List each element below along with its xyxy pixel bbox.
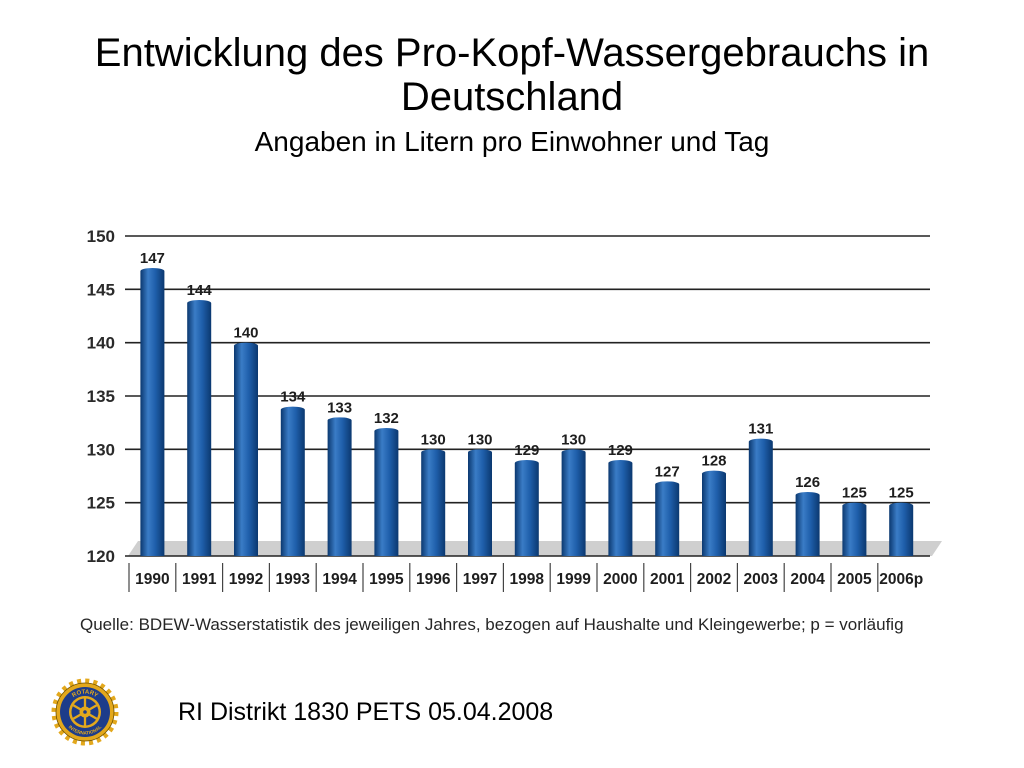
logo-lettering-top: ROTARY: [71, 689, 98, 699]
value-label-2003: 131: [748, 421, 773, 438]
x-tick-label-1996: 1996: [416, 571, 451, 588]
bar-chart: 120 125 130 135 140 145 150 147 144 140 134 133 132 1…: [87, 227, 942, 592]
y-tick-label-135: 135: [87, 387, 115, 406]
x-axis-layer: 1990 1991 1992 1993 1994 1995 1996 1997 1998 1999…: [128, 563, 923, 592]
x-tick-label-1999: 1999: [556, 571, 591, 588]
value-label-1995: 132: [374, 410, 399, 427]
bar-1993: [280, 406, 305, 556]
bar-1998: [514, 460, 539, 556]
x-tick-label-1993: 1993: [276, 571, 311, 588]
bar-layer: [140, 268, 914, 556]
bar-2006p: [889, 502, 914, 556]
bar-1995: [374, 428, 399, 556]
value-label-2005: 125: [842, 485, 867, 502]
value-label-1997: 130: [467, 431, 492, 448]
value-label-1991: 144: [187, 282, 213, 299]
bar-2000: [608, 460, 633, 556]
footer-text: RI Distrikt 1830 PETS 05.04.2008: [178, 698, 554, 726]
x-tick-label-1997: 1997: [463, 571, 497, 588]
x-tick-label-1998: 1998: [510, 571, 545, 588]
logo-keyway: [83, 710, 87, 714]
y-tick-label-125: 125: [87, 494, 115, 513]
value-label-2000: 129: [608, 442, 633, 459]
bar-2001: [655, 481, 680, 556]
y-tick-label-150: 150: [87, 227, 115, 246]
bar-2004: [795, 492, 820, 556]
x-tick-label-2000: 2000: [603, 571, 637, 588]
x-tick-label-2005: 2005: [837, 571, 872, 588]
x-tick-label-2002: 2002: [697, 571, 731, 588]
logo-lettering-top-path: ROTARY: [71, 689, 98, 699]
value-label-1996: 130: [421, 431, 446, 448]
x-tick-label-2001: 2001: [650, 571, 685, 588]
value-label-2002: 128: [701, 453, 726, 470]
y-tick-label-145: 145: [87, 280, 115, 299]
value-label-2006p: 125: [889, 485, 914, 502]
label-layer: 120 125 130 135 140 145 150 147 144 140 134 133 132 1…: [87, 227, 914, 566]
logo-gear-teeth: [51, 678, 119, 746]
y-tick-label-130: 130: [87, 440, 115, 459]
bar-1990: [140, 268, 165, 556]
x-tick-label-1991: 1991: [182, 571, 217, 588]
x-tick-label-2003: 2003: [744, 571, 779, 588]
value-label-1992: 140: [233, 325, 258, 342]
x-tick-label-2006p: 2006p: [879, 571, 923, 588]
x-tick-label-2004: 2004: [790, 571, 825, 588]
y-tick-label-140: 140: [87, 334, 115, 353]
value-label-1993: 134: [280, 389, 306, 406]
y-tick-label-120: 120: [87, 547, 115, 566]
x-tick-label-1992: 1992: [229, 571, 263, 588]
value-label-1998: 129: [514, 442, 539, 459]
bar-1994: [327, 417, 352, 556]
value-label-1990: 147: [140, 250, 165, 267]
slide-title: Entwicklung des Pro-Kopf-Wassergebrauchs…: [94, 31, 930, 119]
x-tick-label-1994: 1994: [322, 571, 357, 588]
bar-1999: [561, 449, 586, 556]
value-label-1999: 130: [561, 431, 586, 448]
bar-1996: [421, 449, 446, 556]
bar-1991: [187, 300, 212, 556]
x-tick-label-1995: 1995: [369, 571, 404, 588]
bar-1992: [234, 342, 258, 556]
bar-1997: [468, 449, 492, 556]
bar-2005: [842, 502, 867, 556]
x-tick-label-1990: 1990: [135, 571, 169, 588]
chart-subtitle: Angaben in Litern pro Einwohner und Tag: [254, 126, 770, 157]
source-note: Quelle: BDEW-Wasserstatistik des jeweili…: [80, 615, 904, 634]
value-label-2004: 126: [795, 474, 820, 491]
value-label-1994: 133: [327, 399, 352, 416]
bar-2003: [748, 438, 773, 556]
value-label-2001: 127: [655, 463, 680, 480]
bar-2002: [702, 470, 726, 556]
rotary-logo: ROTARY INTERNATIONAL: [51, 678, 119, 746]
